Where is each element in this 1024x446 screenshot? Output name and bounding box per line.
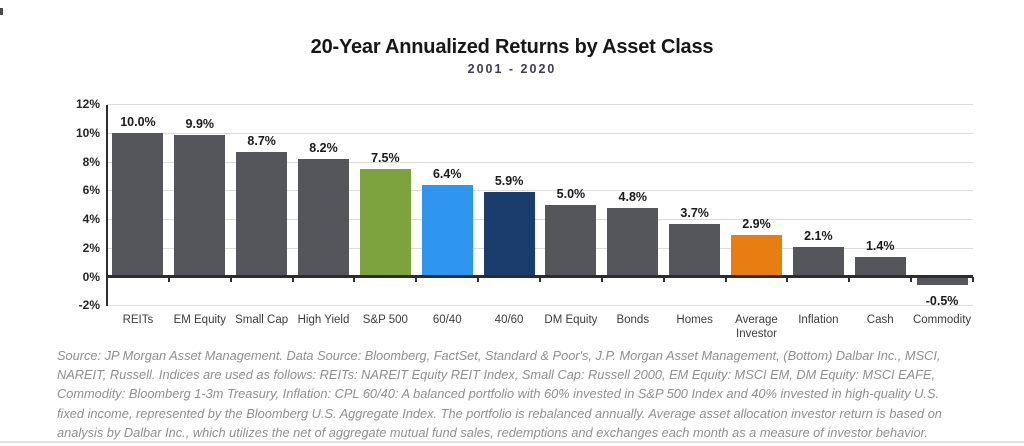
x-axis-line (105, 274, 973, 278)
y-axis-label: 12% (75, 97, 100, 112)
bar-value-label: 5.9% (494, 174, 524, 189)
x-axis-label: REITs (122, 314, 154, 326)
x-axis-tick (600, 277, 603, 282)
x-axis-tick (477, 277, 480, 282)
bar-average-investor (731, 235, 782, 277)
x-axis-label: High Yield (297, 314, 350, 326)
source-note: Source: JP Morgan Asset Management. Data… (57, 346, 987, 442)
bar-high-yield (298, 159, 349, 277)
y-axis-label: 4% (82, 212, 100, 227)
bar-value-label: 8.2% (309, 141, 338, 156)
bar-60-40 (421, 185, 473, 277)
bar-value-label: 3.7% (680, 205, 709, 220)
x-axis-label: Cash (866, 314, 894, 326)
x-axis-label: Small Cap (235, 314, 289, 326)
y-axis-label: 2% (82, 240, 100, 255)
y-axis-label: 8% (82, 154, 100, 169)
bar-homes (669, 223, 721, 277)
bar-value-label: 2.9% (742, 217, 771, 232)
x-axis-tick (291, 277, 294, 282)
source-line: analysis by Dalbar Inc., which utilizes … (57, 424, 928, 440)
y-axis-label: 10% (75, 125, 100, 140)
bar-small-cap (236, 151, 288, 277)
x-axis-label: DM Equity (544, 314, 598, 326)
bar-value-label: 1.4% (865, 238, 895, 253)
chart-title: 20-Year Annualized Returns by Asset Clas… (310, 36, 714, 58)
x-axis-label: Commodity (912, 314, 972, 326)
bar-bonds (607, 208, 659, 277)
bar-reits (112, 133, 164, 277)
bar-s-p-500 (359, 169, 411, 277)
bar-dm-equity (545, 205, 597, 277)
x-axis-label: Bonds (616, 314, 650, 326)
x-axis-tick (229, 277, 232, 282)
y-axis-label: -2% (78, 298, 100, 313)
gridline (107, 161, 973, 163)
bar-value-label: -0.5% (925, 294, 959, 309)
bar-40-60 (483, 192, 535, 277)
x-axis-tick (353, 277, 356, 282)
x-axis-label: S&P 500 (362, 314, 408, 326)
bar-inflation (792, 246, 844, 277)
bar-value-label: 5.0% (556, 187, 586, 202)
x-axis-tick (910, 277, 913, 282)
gridline (107, 247, 973, 249)
y-axis-label: 0% (82, 269, 100, 284)
bar-value-label: 7.5% (371, 151, 400, 166)
bar-commodity (916, 277, 968, 286)
x-axis-label: Inflation (798, 314, 839, 326)
x-axis-label: 60/40 (432, 314, 462, 326)
bar-em-equity (174, 134, 226, 277)
x-axis-tick (972, 277, 974, 282)
chart-subtitle: 2001 - 2020 (467, 62, 557, 76)
bar-value-label: 2.1% (804, 228, 833, 243)
bar-value-label: 9.9% (185, 116, 215, 131)
x-axis-tick (167, 277, 170, 282)
source-line: Source: JP Morgan Asset Management. Data… (57, 348, 941, 363)
x-axis-tick (786, 277, 789, 282)
gridline (107, 190, 973, 192)
x-axis-tick (539, 277, 541, 282)
x-axis-label: Average Investor (735, 314, 778, 340)
gridline (107, 104, 973, 106)
bar-value-label: 4.8% (618, 190, 648, 205)
y-axis-label: 6% (82, 183, 100, 198)
bar-value-label: 6.4% (432, 167, 462, 182)
x-axis-label: 40/60 (494, 314, 524, 326)
gridline (107, 305, 973, 307)
gridline (107, 132, 973, 134)
source-line: Commodity: Bloomberg 1-3m Treasury, Infl… (57, 386, 940, 402)
bar-value-label: 8.7% (247, 133, 276, 148)
bar-value-label: 10.0% (120, 115, 156, 130)
source-line: fixed income, represented by the Bloombe… (57, 405, 942, 421)
bar-cash (854, 256, 906, 277)
scan-artifact (0, 8, 3, 15)
x-axis-tick (415, 277, 418, 282)
x-axis-label: EM Equity (173, 314, 226, 326)
x-axis-tick (848, 277, 851, 282)
source-line: NAREIT, Russell. Indices are used as fol… (57, 367, 936, 383)
x-axis-tick (724, 277, 727, 282)
gridline (107, 219, 973, 221)
x-axis-tick (662, 277, 665, 282)
page-edge-line (0, 441, 1024, 443)
y-axis-line (105, 104, 108, 306)
x-axis-label: Homes (676, 314, 713, 326)
